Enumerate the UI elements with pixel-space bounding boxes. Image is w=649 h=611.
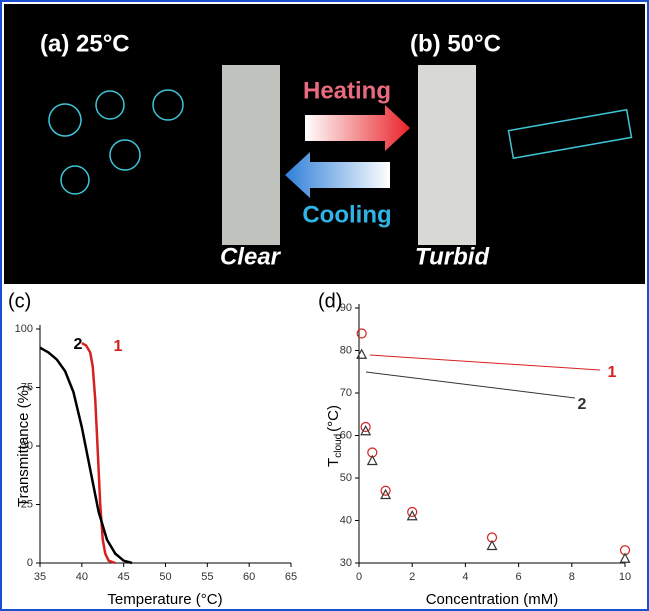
point bbox=[360, 424, 372, 436]
series-line bbox=[39, 346, 133, 565]
series-label: 1 bbox=[114, 338, 123, 355]
x-tick-label: 35 bbox=[34, 571, 46, 583]
turbid-label: Turbid bbox=[415, 243, 491, 270]
series-pointer bbox=[369, 354, 601, 371]
panel-label: (c) bbox=[8, 290, 31, 312]
label-a: (a) 25°C bbox=[40, 30, 130, 57]
vial-turbid bbox=[418, 65, 476, 245]
point bbox=[486, 539, 498, 551]
cooling-label: Cooling bbox=[302, 201, 391, 228]
photo-panel bbox=[4, 4, 645, 284]
point bbox=[380, 488, 392, 500]
x-tick-label: 65 bbox=[285, 571, 297, 583]
y-axis-label: Tcloud (°C) bbox=[325, 405, 344, 467]
point bbox=[406, 509, 418, 521]
panel-label: (d) bbox=[318, 290, 342, 312]
y-tick-label: 0 bbox=[27, 557, 33, 569]
x-tick-label: 50 bbox=[159, 571, 171, 583]
y-tick-label: 50 bbox=[21, 440, 33, 452]
cooling-arrow bbox=[285, 152, 390, 198]
y-tick-label: 25 bbox=[21, 498, 33, 510]
heating-arrow bbox=[305, 105, 410, 151]
series-pointer bbox=[365, 371, 576, 399]
series-label: 2 bbox=[74, 336, 83, 353]
point bbox=[407, 506, 418, 518]
y-tick-label: 100 bbox=[15, 323, 33, 335]
point bbox=[356, 348, 368, 359]
y-axis-label-part: cloud bbox=[333, 434, 344, 458]
x-tick-label: 4 bbox=[462, 571, 468, 583]
series-label: 1 bbox=[608, 364, 617, 381]
point bbox=[360, 421, 371, 433]
series-line bbox=[81, 341, 116, 565]
x-tick-label: 0 bbox=[356, 571, 362, 583]
y-tick-label: 50 bbox=[340, 472, 352, 484]
x-axis-label: Temperature (°C) bbox=[107, 591, 222, 608]
y-tick-label: 40 bbox=[340, 514, 352, 526]
point bbox=[380, 485, 391, 496]
y-tick-label: 70 bbox=[340, 387, 352, 399]
point bbox=[366, 454, 378, 466]
x-tick-label: 6 bbox=[516, 571, 522, 583]
point bbox=[356, 328, 367, 339]
x-tick-label: 10 bbox=[619, 571, 631, 583]
y-axis-label-part: T bbox=[325, 458, 342, 467]
x-tick-label: 2 bbox=[409, 571, 415, 583]
heating-label: Heating bbox=[303, 77, 391, 104]
x-tick-label: 55 bbox=[201, 571, 213, 583]
y-tick-label: 60 bbox=[340, 429, 352, 441]
y-tick-label: 75 bbox=[21, 381, 33, 393]
y-tick-label: 90 bbox=[340, 302, 352, 314]
y-axis-label-part: (°C) bbox=[325, 405, 342, 432]
y-axis-label: Transmittance (%) bbox=[15, 385, 32, 507]
point bbox=[619, 552, 631, 563]
series-label: 2 bbox=[578, 396, 587, 413]
x-axis-label: Concentration (mM) bbox=[426, 591, 559, 608]
y-tick-label: 80 bbox=[340, 344, 352, 356]
vial-clear bbox=[222, 65, 280, 245]
molecules bbox=[48, 89, 633, 195]
x-tick-label: 60 bbox=[243, 571, 255, 583]
x-tick-label: 40 bbox=[76, 571, 88, 583]
clear-label: Clear bbox=[220, 243, 282, 270]
y-tick-label: 30 bbox=[340, 557, 352, 569]
x-tick-label: 45 bbox=[118, 571, 130, 583]
x-tick-label: 8 bbox=[569, 571, 575, 583]
label-b: (b) 50°C bbox=[410, 30, 501, 57]
